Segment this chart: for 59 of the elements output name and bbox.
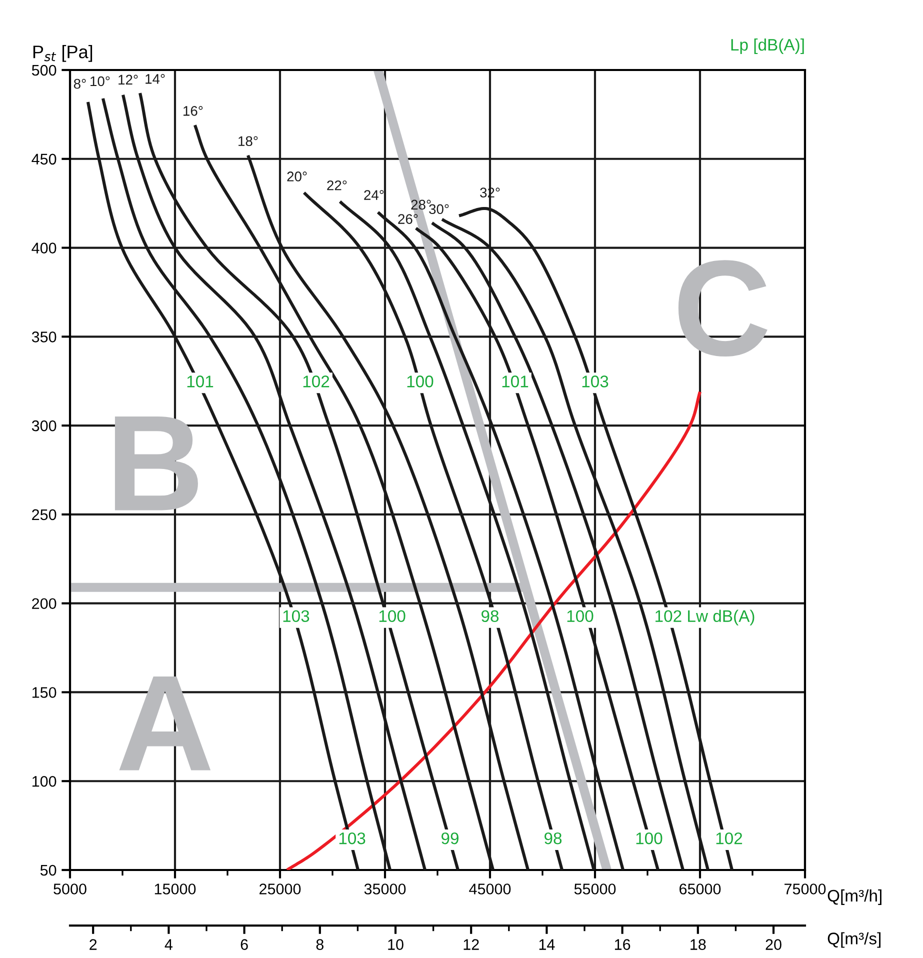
x2-tick-label: 4 [164, 939, 172, 950]
x-tick-label: 55000 [574, 884, 616, 894]
annotation: 100 [379, 610, 406, 622]
annotation: 100 [567, 610, 594, 622]
y-tick-label: 150 [32, 687, 56, 698]
annotation: 98 [482, 610, 499, 622]
series-label: 24° [364, 190, 384, 200]
text: Lp [dB(A)] [731, 38, 804, 54]
annotation: 102 [716, 832, 742, 844]
x-tick-label: 5000 [54, 884, 86, 894]
y-tick-label: 250 [32, 509, 56, 520]
series-label: 8° [74, 78, 86, 89]
annotation: 100 [407, 376, 434, 388]
x2-tick-label: 2 [90, 939, 97, 950]
annotation: 102 Lw dB(A) [656, 610, 754, 626]
annotation: 101 [187, 376, 214, 388]
x2-tick-label: 20 [766, 939, 782, 950]
x2-tick-label: 10 [388, 939, 404, 950]
series-label: 28° [411, 200, 431, 210]
x-tick-label: 15000 [154, 884, 196, 894]
annotation: 99 [442, 832, 458, 844]
series-label: 22° [327, 180, 347, 190]
series-label: 20° [287, 172, 307, 182]
y-tick-label: 450 [32, 154, 56, 165]
x2-tick-label: 8 [316, 939, 324, 950]
annotation: 100 [636, 832, 662, 844]
series-label: 30° [429, 204, 449, 214]
y-tick-label: 300 [32, 420, 56, 432]
annotation: 103 [339, 832, 366, 844]
x2-tick-label: 12 [464, 939, 479, 950]
y-tick-label: 200 [32, 598, 56, 610]
x2-tick-label: 16 [614, 939, 630, 950]
x-tick-label: 25000 [260, 884, 301, 894]
x-axis-title: Q[m³/h] [828, 889, 882, 905]
annotation: 102 [303, 376, 330, 388]
annotation: 103 [582, 376, 608, 388]
y-tick-label: 350 [32, 332, 56, 342]
x2-tick-label: 18 [690, 939, 706, 950]
x2-tick-label: 14 [539, 939, 555, 950]
series-label: 16° [184, 106, 203, 116]
y-tick-label: 400 [32, 242, 56, 254]
series-label: 10° [90, 76, 110, 86]
x-tick-label: 65000 [680, 884, 721, 894]
y-axis-title: P$_{st}$ [Pa] [33, 45, 92, 62]
series-label: 12° [118, 74, 138, 84]
annotation: 101 [502, 376, 528, 388]
x-tick-label: 45000 [469, 884, 511, 894]
x-tick-label: 35000 [364, 884, 406, 894]
x2-tick-label: 6 [240, 939, 248, 950]
y-tick-label: 100 [32, 776, 56, 787]
annotation: 98 [544, 832, 562, 844]
series-label: 18° [238, 136, 258, 146]
x2-axis-title: Q[m³/s] [828, 932, 880, 948]
x-tick-label: 75000 [784, 884, 826, 894]
y-tick-label: 500 [32, 64, 56, 76]
y-tick-label: 50 [40, 864, 56, 876]
series-label: 26° [398, 214, 418, 224]
series-label: 14° [146, 74, 165, 84]
annotation: 103 [283, 610, 310, 622]
